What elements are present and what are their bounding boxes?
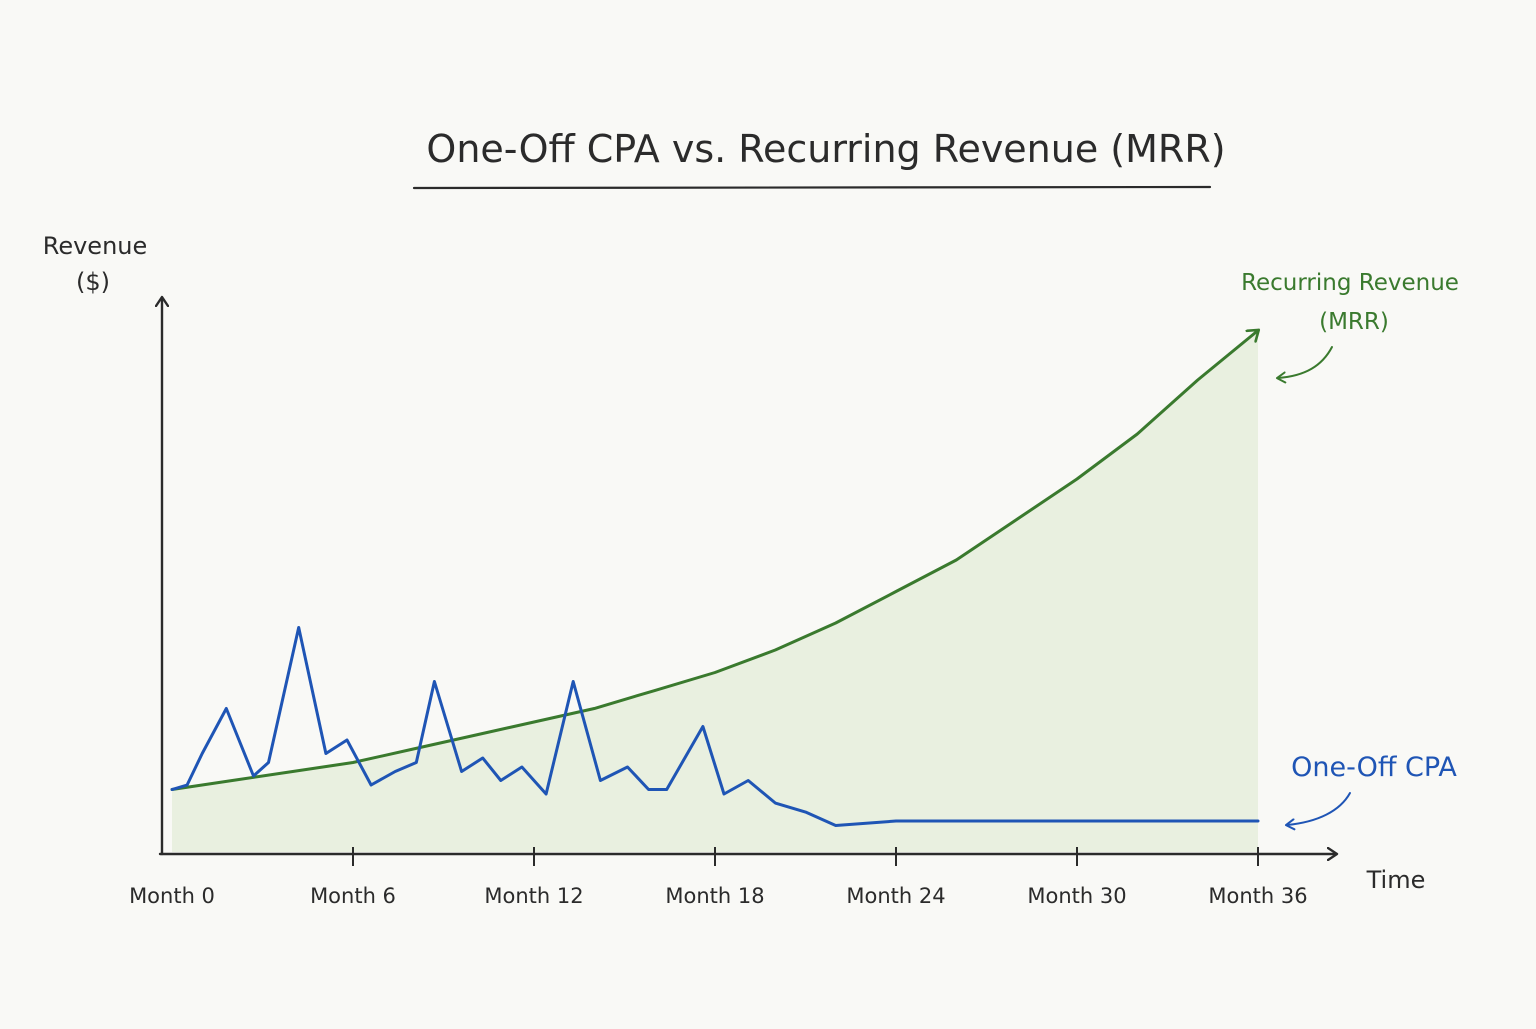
title-underline [412, 185, 1212, 190]
mrr-area-fill [172, 330, 1258, 852]
x-tick-label: Month 36 [1208, 884, 1307, 908]
x-tick-label: Month 24 [846, 884, 945, 908]
cpa-series-label: One-Off CPA [1291, 752, 1457, 783]
x-tick-label: Month 0 [129, 884, 215, 908]
chart-title: One-Off CPA vs. Recurring Revenue (MRR) [426, 127, 1225, 171]
x-tick-label: Month 12 [484, 884, 583, 908]
x-axis-ticks: Month 0 Month 6 Month 12 Month 18 Month 24 Mo… [129, 847, 1308, 908]
x-axis-label: Time [1366, 866, 1426, 894]
x-tick-label: Month 18 [665, 884, 764, 908]
x-tick-label: Month 30 [1027, 884, 1126, 908]
cpa-series-line [170, 626, 1260, 827]
mrr-series-label-line1: Recurring Revenue [1241, 270, 1459, 296]
mrr-series-label-line2: (MRR) [1319, 309, 1389, 335]
mrr-label-arrow [1276, 346, 1333, 384]
x-tick-label: Month 6 [310, 884, 396, 908]
y-axis-label-line2: ($) [76, 268, 110, 296]
y-axis-label-line1: Revenue [43, 232, 148, 260]
cpa-label-arrow [1285, 792, 1351, 831]
mrr-series-line [170, 331, 1258, 791]
